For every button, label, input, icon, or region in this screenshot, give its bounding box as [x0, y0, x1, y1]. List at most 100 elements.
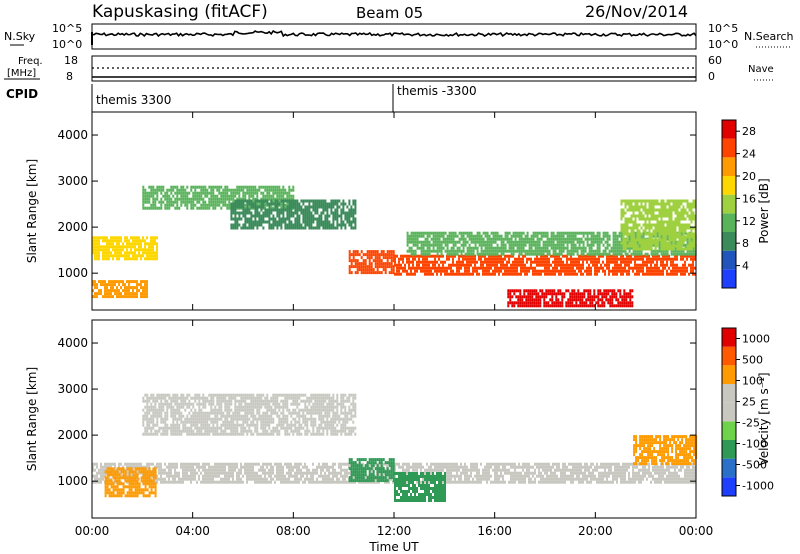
x-tick-label: 20:00: [578, 524, 613, 538]
time-axis: 00:00 04:00 08:00 12:00 16:00 20:00 00:00: [75, 112, 714, 538]
y-tick-label: 3000: [57, 382, 88, 396]
colorbar-tick-label: 12: [742, 215, 756, 228]
y-tick-label: 2000: [57, 428, 88, 442]
freq-unit: [MHz]: [7, 68, 36, 79]
colorbar-tick-label: 500: [742, 354, 763, 367]
power-ylabel: Slant Range [km]: [25, 159, 39, 263]
data-region-2: [142, 185, 295, 210]
colorbar-swatch: [722, 328, 736, 347]
nave-tick-bottom: 0: [708, 70, 715, 83]
x-tick-label: 16:00: [477, 524, 512, 538]
velocity-colorbar: 1000 500 100 25 -25 -100 -500 -1000: [721, 327, 774, 497]
colorbar-tick-label: -500: [742, 459, 767, 472]
colorbar-swatch: [722, 458, 736, 478]
colorbar-tick-label: 16: [742, 192, 756, 205]
data-region-3: [348, 458, 395, 483]
cpid-segment-2: themis -3300: [397, 84, 477, 98]
power-yticks: 1000 2000 3000 4000: [57, 128, 696, 280]
freq-tick-top: 18: [64, 54, 78, 67]
colorbar-swatch: [722, 440, 736, 459]
data-region-7: [406, 231, 697, 256]
velocity-data: [92, 393, 698, 502]
freq-panel: Freq. [MHz] 18 8 60 0 Nave: [4, 54, 774, 83]
power-data: [92, 185, 697, 308]
nave-tick-top: 60: [708, 54, 722, 67]
cpid-label: CPID: [6, 87, 38, 101]
colorbar-tick-label: 28: [742, 125, 756, 138]
data-region-1: [92, 280, 148, 299]
colorbar-swatch: [722, 194, 736, 214]
nave-label: Nave: [748, 64, 774, 75]
x-tick-label: 04:00: [175, 524, 210, 538]
colorbar-swatch: [722, 384, 736, 403]
y-tick-label: 1000: [57, 266, 88, 280]
colorbar-tick-label: 24: [742, 148, 756, 161]
noise-tick-left-top: 10^5: [52, 22, 82, 35]
colorbar-swatch: [722, 365, 736, 384]
velocity-ylabel: Slant Range [km]: [25, 367, 39, 471]
data-region-6: [507, 289, 634, 308]
x-tick-label: 08:00: [276, 524, 311, 538]
colorbar-swatch: [722, 232, 736, 251]
velocity-panel: 1000 2000 3000 4000 Slant Range [km] 1000 50…: [25, 319, 774, 519]
colorbar-swatch: [722, 421, 736, 440]
colorbar-tick-label: 25: [742, 396, 756, 409]
colorbar-swatch: [722, 176, 736, 195]
power-colorbar: 4 8 12 16 20 24 28: [721, 119, 756, 289]
colorbar-tick-label: 4: [742, 260, 749, 273]
colorbar-swatch: [722, 402, 736, 422]
colorbar-tick-label: -100: [742, 438, 767, 451]
colorbar-swatch: [722, 346, 736, 366]
data-region-0: [142, 393, 357, 436]
velocity-colorbar-label: Velocity [m s⁻¹]: [757, 372, 771, 465]
noise-panel: N.Sky 10^5 10^0 10^5 10^0 N.Search: [4, 22, 794, 51]
noise-tick-left-bottom: 10^0: [52, 38, 82, 51]
colorbar-tick-label: 1000: [742, 333, 770, 346]
power-panel: 1000 2000 3000 4000 Slant Range [km] 4 8 12 16…: [25, 111, 771, 311]
nsky-label: N.Sky: [4, 30, 36, 43]
data-region-2: [104, 467, 157, 498]
colorbar-tick-label: -1000: [742, 480, 774, 493]
cpid-segment-1: themis 3300: [96, 93, 171, 107]
colorbar-frame: [721, 119, 737, 289]
colorbar-swatch: [722, 213, 736, 232]
colorbar-tick-label: 8: [742, 237, 749, 250]
noise-tick-right-bottom: 10^0: [708, 38, 738, 51]
colorbar-tick-label: 100: [742, 375, 763, 388]
beam-title: Beam 05: [356, 4, 423, 22]
y-tick-label: 3000: [57, 174, 88, 188]
cpid-panel: CPID themis 3300 themis -3300: [6, 84, 477, 112]
colorbar-tick-label: -25: [742, 417, 760, 430]
data-region-3: [230, 199, 357, 230]
colorbar-swatch: [722, 120, 736, 139]
x-tick-label: 00:00: [679, 524, 714, 538]
x-tick-label: 12:00: [377, 524, 412, 538]
date-title: 26/Nov/2014: [585, 2, 688, 21]
colorbar-swatch: [722, 138, 736, 158]
power-frame: [91, 111, 697, 311]
colorbar-swatch: [722, 477, 736, 496]
velocity-yticks: 1000 2000 3000 4000: [57, 336, 696, 488]
colorbar-frame: [721, 327, 737, 497]
noise-trace: [91, 29, 697, 38]
y-tick-label: 2000: [57, 220, 88, 234]
noise-tick-right-top: 10^5: [708, 22, 738, 35]
y-tick-label: 1000: [57, 474, 88, 488]
data-region-4: [394, 472, 446, 502]
colorbar-swatch: [722, 250, 736, 270]
time-axis-label: Time UT: [368, 540, 419, 554]
freq-label: Freq.: [18, 56, 43, 67]
data-region-5: [394, 254, 696, 276]
data-region-5: [633, 435, 698, 466]
data-region-0: [92, 236, 158, 261]
y-tick-label: 4000: [57, 336, 88, 350]
station-title: Kapuskasing (fitACF): [92, 2, 268, 22]
colorbar-swatch: [722, 157, 736, 176]
y-tick-label: 4000: [57, 128, 88, 142]
freq-tick-bottom: 8: [66, 70, 73, 83]
x-tick-label: 00:00: [75, 524, 110, 538]
nsearch-label: N.Search: [744, 30, 794, 43]
data-region-8: [620, 199, 697, 251]
colorbar-tick-label: 20: [742, 170, 756, 183]
